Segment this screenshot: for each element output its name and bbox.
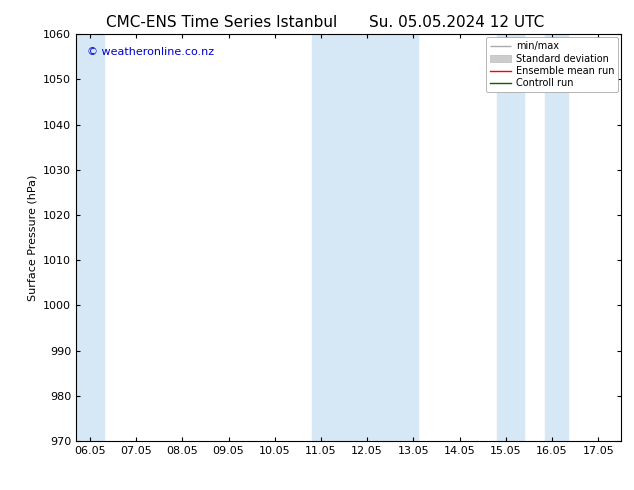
Bar: [496, 34, 524, 441]
Bar: [76, 34, 104, 441]
Text: Su. 05.05.2024 12 UTC: Su. 05.05.2024 12 UTC: [369, 15, 544, 30]
Bar: [545, 34, 568, 441]
Text: CMC-ENS Time Series Istanbul: CMC-ENS Time Series Istanbul: [107, 15, 337, 30]
Bar: [312, 34, 418, 441]
Legend: min/max, Standard deviation, Ensemble mean run, Controll run: min/max, Standard deviation, Ensemble me…: [486, 37, 618, 92]
Text: © weatheronline.co.nz: © weatheronline.co.nz: [87, 47, 214, 56]
Y-axis label: Surface Pressure (hPa): Surface Pressure (hPa): [27, 174, 37, 301]
